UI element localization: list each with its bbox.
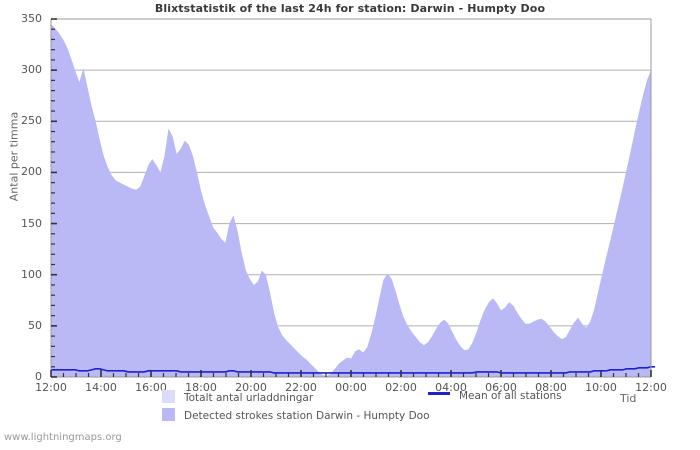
x-tick-label: 12:00 <box>35 381 67 394</box>
x-tick-label: 08:00 <box>535 381 567 394</box>
y-tick-label: 50 <box>28 318 42 332</box>
y-tick-label: 200 <box>21 165 42 179</box>
legend-item-station[interactable]: Detected strokes station Darwin - Humpty… <box>162 408 430 422</box>
legend-label-total: Totalt antal urladdningar <box>184 392 314 404</box>
chart-legend: Totalt antal urladdningar Detected strok… <box>0 390 700 426</box>
y-tick-label: 0 <box>35 370 42 383</box>
y-tick-label: 250 <box>21 114 42 128</box>
x-tick-label: 14:00 <box>85 381 117 394</box>
x-tick-label: 20:00 <box>235 381 267 394</box>
x-tick-label: 18:00 <box>185 381 217 394</box>
legend-swatch-station <box>162 408 175 421</box>
legend-label-mean: Mean of all stations <box>459 390 562 402</box>
x-tick-label: 10:00 <box>585 381 617 394</box>
legend-item-mean[interactable]: Mean of all stations <box>428 390 562 402</box>
legend-label-station: Detected strokes station Darwin - Humpty… <box>184 410 430 422</box>
x-axis-label: Tid <box>620 392 637 405</box>
x-tick-label: 02:00 <box>385 381 417 394</box>
legend-item-total[interactable]: Totalt antal urladdningar <box>162 390 313 404</box>
y-tick-label: 350 <box>21 12 42 25</box>
area-station-strokes <box>51 24 651 378</box>
legend-line-mean <box>428 392 450 395</box>
x-tick-label: 22:00 <box>285 381 317 394</box>
x-tick-label: 06:00 <box>485 381 517 394</box>
footer-site-url: www.lightningmaps.org <box>4 432 122 443</box>
chart-title: Blixtstatistik of the last 24h for stati… <box>154 2 546 15</box>
x-tick-label: 04:00 <box>435 381 467 394</box>
y-tick-label: 150 <box>21 216 42 230</box>
legend-swatch-total <box>162 390 175 403</box>
x-tick-label: 00:00 <box>335 381 367 394</box>
x-tick-label: 16:00 <box>135 381 167 394</box>
x-tick-label: 12:00 <box>635 381 667 394</box>
y-tick-label: 100 <box>21 267 42 281</box>
y-tick-label: 300 <box>21 63 42 77</box>
